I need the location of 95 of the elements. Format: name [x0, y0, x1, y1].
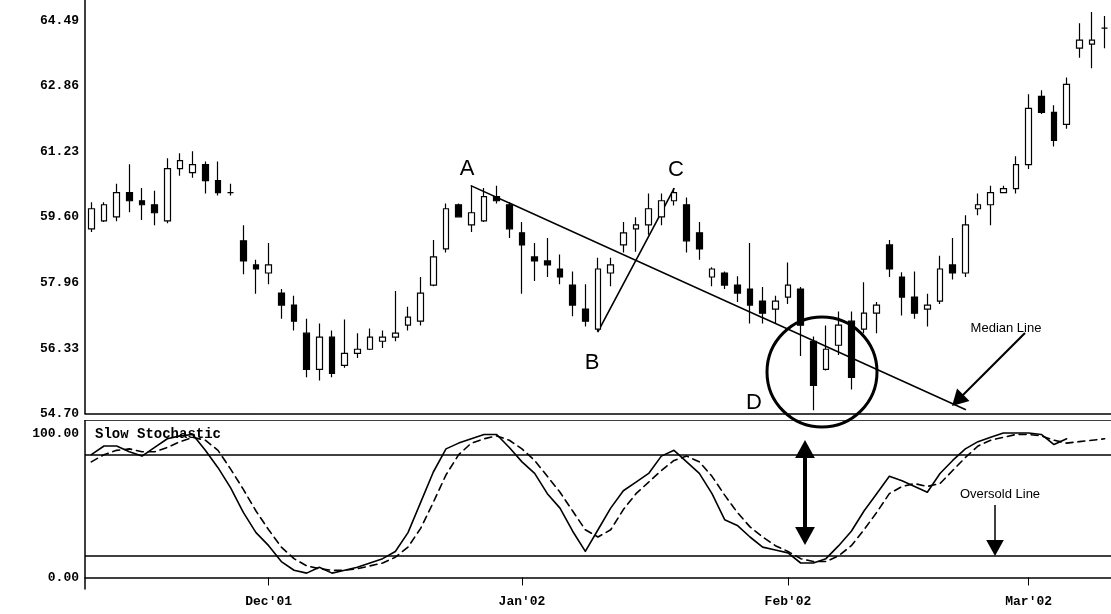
candlestick — [429, 239, 438, 287]
candlestick — [1037, 89, 1046, 115]
candlestick — [112, 183, 121, 222]
annotation: D — [746, 388, 762, 414]
candlestick — [568, 270, 577, 317]
y-tick-label: 56.33 — [39, 340, 80, 356]
candlestick — [910, 270, 919, 320]
candlestick — [302, 318, 311, 378]
candlestick — [834, 310, 843, 356]
candlestick — [264, 242, 273, 285]
candlestick — [138, 187, 146, 221]
candlestick — [543, 237, 552, 278]
candlestick — [974, 192, 982, 216]
x-tick-label: Dec'01 — [245, 594, 293, 609]
candlestick — [125, 163, 134, 213]
candlestick — [1062, 76, 1071, 130]
candlestick — [87, 201, 96, 233]
candlestick — [1088, 11, 1096, 69]
x-tick-label: Mar'02 — [1005, 594, 1053, 609]
x-tick-label: Jan'02 — [498, 594, 546, 609]
candlestick — [315, 322, 324, 382]
candlestick — [1024, 93, 1033, 170]
candlestick — [733, 275, 742, 303]
candlestick — [619, 221, 628, 254]
candlestick — [961, 214, 970, 278]
annotation: Oversold Line — [959, 485, 1041, 501]
candlestick — [290, 295, 298, 331]
candlestick — [556, 253, 564, 285]
candlestick — [391, 290, 400, 342]
candlestick — [771, 295, 780, 325]
candlestick — [226, 183, 235, 197]
candlestick — [150, 190, 159, 226]
candlestick — [442, 202, 450, 254]
y-tick-label: 59.60 — [39, 209, 80, 225]
annotation: A — [459, 155, 475, 181]
candlestick — [277, 288, 286, 320]
candlestick — [885, 239, 894, 278]
candlestick — [796, 286, 805, 357]
candlestick — [454, 202, 463, 218]
y-tick-label: 54.70 — [39, 406, 80, 421]
candlestick — [340, 318, 349, 369]
candlestick — [239, 224, 248, 275]
candlestick — [784, 261, 792, 305]
candlestick — [1075, 22, 1084, 59]
y-tick-label: 0.00 — [47, 569, 80, 585]
candlestick — [872, 301, 881, 334]
candlestick — [518, 221, 526, 295]
candlestick — [505, 201, 514, 239]
candlestick — [695, 221, 704, 261]
candlestick — [366, 327, 374, 351]
annotation: Median Line — [970, 319, 1042, 335]
candlestick — [188, 150, 197, 179]
candlestick — [999, 185, 1008, 194]
candlestick — [581, 283, 590, 327]
candlestick — [176, 152, 184, 177]
candlestick — [201, 160, 210, 195]
candlestick — [758, 286, 767, 325]
candlestick — [1100, 15, 1109, 49]
candlestick — [1012, 155, 1020, 195]
y-tick-label: 57.96 — [39, 275, 80, 291]
candlestick — [328, 329, 336, 378]
candlestick — [606, 257, 615, 287]
y-tick-label: 62.86 — [39, 78, 80, 94]
annotation: B — [584, 349, 600, 375]
candlestick — [720, 270, 729, 290]
candlestick — [416, 276, 425, 327]
candlestick — [632, 216, 640, 253]
candlestick — [936, 255, 944, 305]
candlestick — [214, 160, 222, 197]
candlestick — [1050, 104, 1058, 148]
x-tick-label: Feb'02 — [764, 594, 812, 609]
candlestick — [847, 310, 856, 391]
candlestick — [163, 157, 172, 224]
candlestick — [353, 332, 362, 359]
candlestick — [860, 281, 868, 334]
candlestick — [746, 242, 754, 325]
candlestick — [986, 185, 995, 226]
y-tick-label: 61.23 — [39, 143, 80, 159]
candlestick — [100, 201, 108, 223]
candlestick — [657, 192, 666, 226]
y-tick-label: 100.00 — [32, 425, 80, 441]
candlestick — [822, 324, 830, 372]
candlestick — [644, 192, 653, 236]
candlestick — [682, 196, 691, 254]
candlestick — [923, 293, 932, 327]
candlestick — [898, 271, 906, 317]
y-tick-label: 64.49 — [39, 12, 80, 28]
candlestick — [252, 259, 260, 295]
annotation: C — [668, 156, 685, 182]
candlestick — [708, 266, 716, 287]
candlestick — [404, 306, 412, 331]
candlestick — [378, 329, 387, 349]
candlestick — [948, 237, 957, 281]
candlestick — [530, 242, 539, 282]
chart-title: Slow Stochastic — [95, 426, 222, 442]
